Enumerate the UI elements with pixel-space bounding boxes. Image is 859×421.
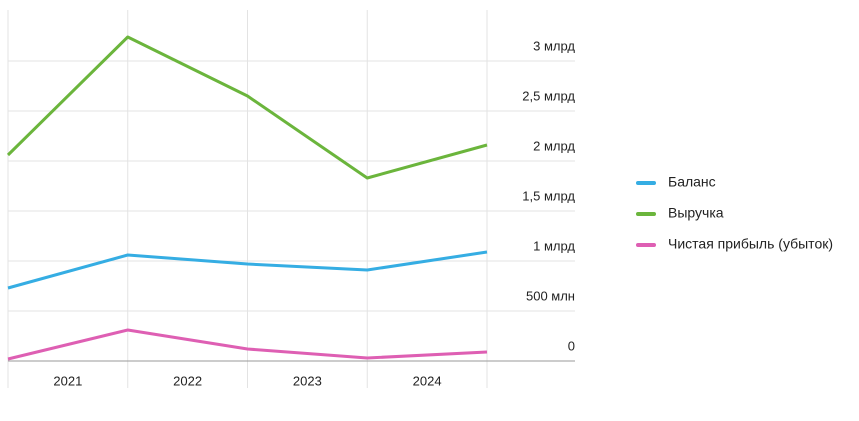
legend-label: Чистая прибыль (убыток) [668,236,833,252]
y-tick-label: 3 млрд [533,38,575,53]
series-line [7,250,488,290]
legend-label: Выручка [668,205,724,221]
y-tick-label: 500 млн [526,288,575,303]
x-tick-label: 2024 [413,373,442,388]
y-tick-label: 2 млрд [533,138,575,153]
y-tick-label: 1 млрд [533,238,575,253]
series-line [7,328,488,361]
series-line [6,35,488,180]
y-tick-label: 0 [568,338,575,353]
legend-label: Баланс [668,174,716,190]
x-tick-label: 2022 [173,373,202,388]
y-tick-label: 1,5 млрд [522,188,575,203]
x-tick-label: 2021 [53,373,82,388]
x-tick-label: 2023 [293,373,322,388]
y-tick-label: 2,5 млрд [522,88,575,103]
